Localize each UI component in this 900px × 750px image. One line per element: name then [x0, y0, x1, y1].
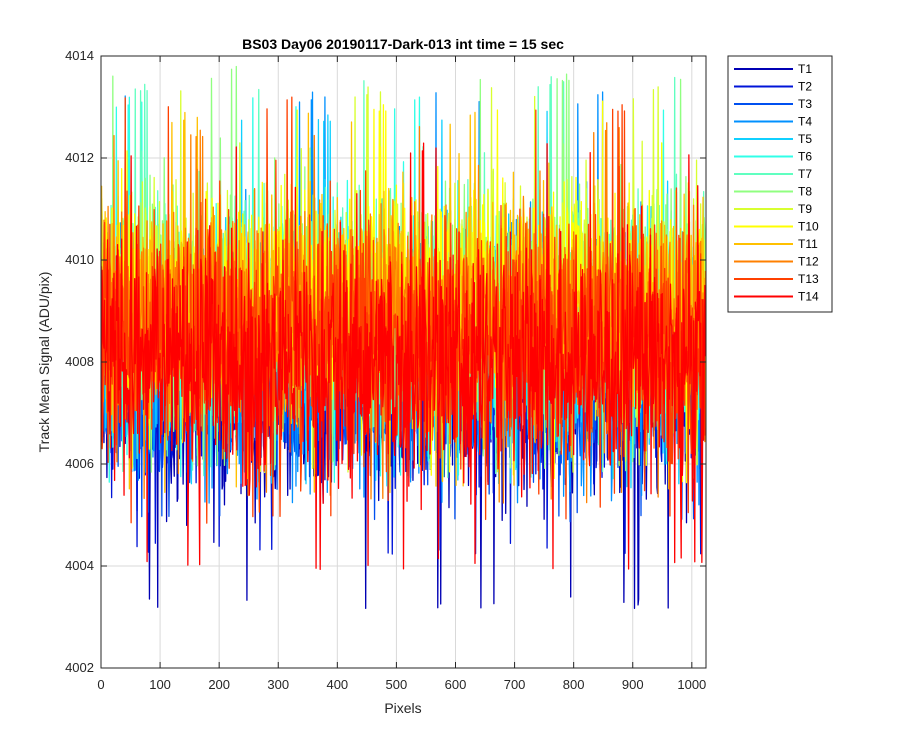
legend-label-t6: T6 — [798, 150, 812, 164]
legend-label-t5: T5 — [798, 132, 812, 146]
y-axis-label: Track Mean Signal (ADU/pix) — [36, 272, 52, 453]
y-axis: 4002 4004 4006 4008 4010 4012 4014 — [65, 48, 706, 675]
legend-box — [727, 55, 833, 313]
legend-label-t13: T13 — [798, 272, 819, 286]
legend-label-t2: T2 — [798, 80, 812, 94]
x-tick-label: 500 — [386, 677, 408, 692]
y-tick-label: 4006 — [65, 456, 94, 471]
legend: T1 T2 T3 T4 T5 T6 T7 T8 T9 T10 T11 T12 T13 T14 — [727, 55, 833, 313]
x-tick-label: 900 — [622, 677, 644, 692]
x-tick-label: 800 — [563, 677, 585, 692]
plot-area — [101, 65, 706, 610]
x-tick-label: 1000 — [677, 677, 706, 692]
series-lines — [101, 65, 706, 610]
y-tick-label: 4002 — [65, 660, 94, 675]
y-tick-label: 4010 — [65, 252, 94, 267]
x-tick-label: 400 — [326, 677, 348, 692]
legend-label-t11: T11 — [798, 237, 818, 251]
x-tick-label: 700 — [504, 677, 526, 692]
x-tick-label: 200 — [208, 677, 230, 692]
x-tick-label: 600 — [445, 677, 467, 692]
legend-label-t8: T8 — [798, 185, 812, 199]
legend-label-t12: T12 — [798, 255, 819, 269]
legend-label-t9: T9 — [798, 202, 812, 216]
legend-label-t3: T3 — [798, 97, 812, 111]
legend-label-t4: T4 — [798, 115, 812, 129]
x-axis-label: Pixels — [384, 700, 421, 716]
x-tick-label: 300 — [267, 677, 289, 692]
legend-label-t14: T14 — [798, 290, 819, 304]
y-tick-label: 4014 — [65, 48, 94, 63]
chart-title: BS03 Day06 20190117-Dark-013 int time = … — [242, 36, 564, 52]
series-line-t14 — [101, 142, 706, 570]
legend-label-t7: T7 — [798, 167, 812, 181]
legend-label-t1: T1 — [798, 62, 812, 76]
x-tick-label: 0 — [97, 677, 104, 692]
y-tick-label: 4008 — [65, 354, 94, 369]
x-tick-label: 100 — [149, 677, 171, 692]
y-tick-label: 4004 — [65, 558, 94, 573]
y-tick-label: 4012 — [65, 150, 94, 165]
legend-label-t10: T10 — [798, 220, 819, 234]
x-axis: 0 100 200 300 400 500 600 700 800 900 1000 — [97, 56, 706, 692]
